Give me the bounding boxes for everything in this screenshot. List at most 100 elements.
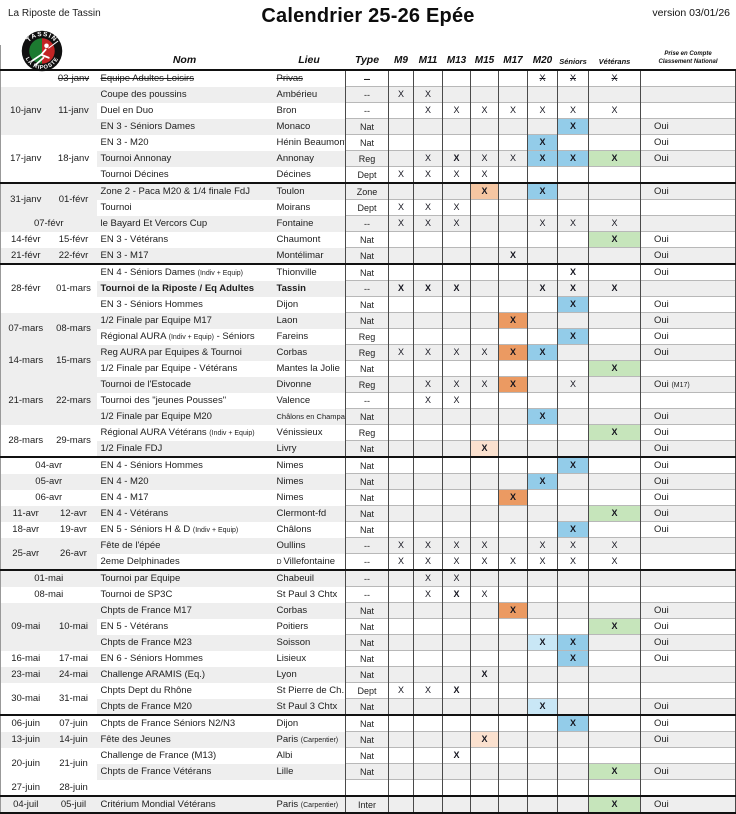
event-name: Tournoi [100,202,132,213]
type-cell: Nat [345,763,389,780]
table-row: 27-juin 28-juin [0,779,736,796]
category-VET-cell: X [588,553,641,570]
category-M20-cell: X [527,698,558,715]
category-M20-cell [527,747,558,764]
category-M13-cell [442,86,471,103]
category-M20-cell [527,666,558,683]
category-M13-cell [442,505,471,522]
x-mark: X [481,669,488,679]
category-M13-cell [442,296,471,313]
category-SEN-cell: X [557,150,589,167]
venue-name: Dijon [276,718,299,730]
category-M9-cell [388,698,414,715]
date-end-cell: 08-mars [50,312,97,345]
x-mark: X [611,105,618,115]
venue-small: (Carpentier) [300,802,339,809]
category-VET-cell [588,263,641,281]
category-VET-cell: X [588,505,641,522]
date-end-cell: 28-juin [50,779,97,796]
venue-name: Corbas [276,605,308,616]
venue-cell: Tassin [272,280,346,297]
national-ranking-value: Oui [654,508,669,519]
venue-cell: Soisson [272,634,346,651]
category-M20-cell [527,779,558,796]
date-start-cell: 23-mai [0,666,51,683]
category-M11-cell [413,456,443,474]
national-ranking-value: Oui [654,653,669,664]
date-end-cell: 15-mars [50,344,97,377]
event-name-cell: EN 5 - Séniors H & D (Indiv + Equip) [96,521,273,538]
national-ranking-value: Oui [654,637,669,648]
category-M13-cell: X [442,392,471,409]
date-start-cell: 28-févr [0,263,51,313]
event-name: EN 6 - Séniors Hommes [100,653,203,664]
category-VET-cell: X [588,424,641,441]
venue-name: Oullins [276,540,306,551]
national-ranking-cell: Oui [640,344,736,361]
event-name: EN 3 - M17 [100,249,149,261]
category-M15-cell [470,263,499,281]
category-M15-cell [470,360,499,377]
category-M11-cell [413,118,443,135]
x-mark: X [569,379,576,389]
event-name-cell: 1/2 Finale par Equipe - Vétérans [96,360,273,377]
category-M11-cell: X [413,553,443,570]
venue-name: Paris [276,799,301,810]
category-M11-cell: X [413,537,443,554]
category-M15-cell [470,521,499,538]
table-row: 31-janv 01-févr Zone 2 - Paca M20 & 1/4 fi… [0,182,736,216]
category-M20-cell [527,376,558,393]
type-cell: Nat [345,618,389,635]
date-start-cell: 18-avr [0,521,51,538]
category-M17-cell [498,747,528,764]
category-M9-cell [388,247,414,264]
type-cell: Nat [345,360,389,377]
table-row: 11-avr 12-avr EN 4 - Vétérans Clermont-fd Na… [0,505,736,522]
category-M17-cell [498,456,528,474]
event-name-cell: Tournoi de l'Estocade [96,376,273,393]
date-start-cell: 09-mai [0,602,51,651]
date-end-cell: 15-févr [50,231,97,248]
category-VET-cell [588,376,641,393]
x-mark: X [569,73,576,83]
category-M13-cell [442,440,471,457]
x-mark: X [453,589,460,599]
type-cell: Nat [345,698,389,715]
x-mark: X [569,540,576,550]
type-cell: Nat [345,231,389,248]
date-end-cell: 03-janv [50,70,97,87]
x-mark: X [424,540,431,550]
x-mark: X [481,379,488,389]
type-cell: Nat [345,296,389,313]
date-end-cell: 22-févr [50,247,97,264]
event-name-cell: EN 5 - Vétérans [96,618,273,635]
category-M11-cell [413,231,443,248]
category-M17-cell [498,731,528,748]
venue-name: Mantes la Jolie [276,363,340,374]
table-row: 30-mai 31-mai Chpts Dept du Rhône St Pierre… [0,682,736,715]
date-end-cell: 01-mars [50,263,97,313]
date-end-cell: 24-mai [50,666,97,683]
x-mark: X [481,540,488,550]
x-mark: X [611,218,618,228]
category-M11-cell: X [413,150,443,167]
category-M9-cell [388,714,414,732]
event-name: 1/2 Finale par Equipe M17 [100,315,212,326]
category-M13-cell [442,473,471,490]
venue-cell: St Paul 3 Chtx [272,698,346,715]
table-row: 21-févr 22-févr EN 3 - M17 Montélimar Nat X Ou… [0,247,736,264]
category-M20-cell: X [527,634,558,651]
national-ranking-cell: Oui [640,263,736,281]
national-ranking-cell [640,537,736,554]
national-ranking-value: Oui [654,524,669,535]
category-M11-cell: X [413,166,443,183]
table-row: Chpts de France M20 St Paul 3 Chtx Nat X Oui [1,698,736,715]
table-row: 03-janv Equipe Adultes Loisirs Privas -- X X X [0,69,736,87]
event-name-cell: Equipe Adultes Loisirs [96,70,273,87]
x-mark: X [481,169,488,179]
category-M11-cell: X [413,102,443,119]
category-VET-cell: X [588,795,641,813]
category-M15-cell [470,312,499,329]
event-name: Chpts de France M23 [100,637,192,648]
event-name: Chpts de France M20 [100,700,192,712]
